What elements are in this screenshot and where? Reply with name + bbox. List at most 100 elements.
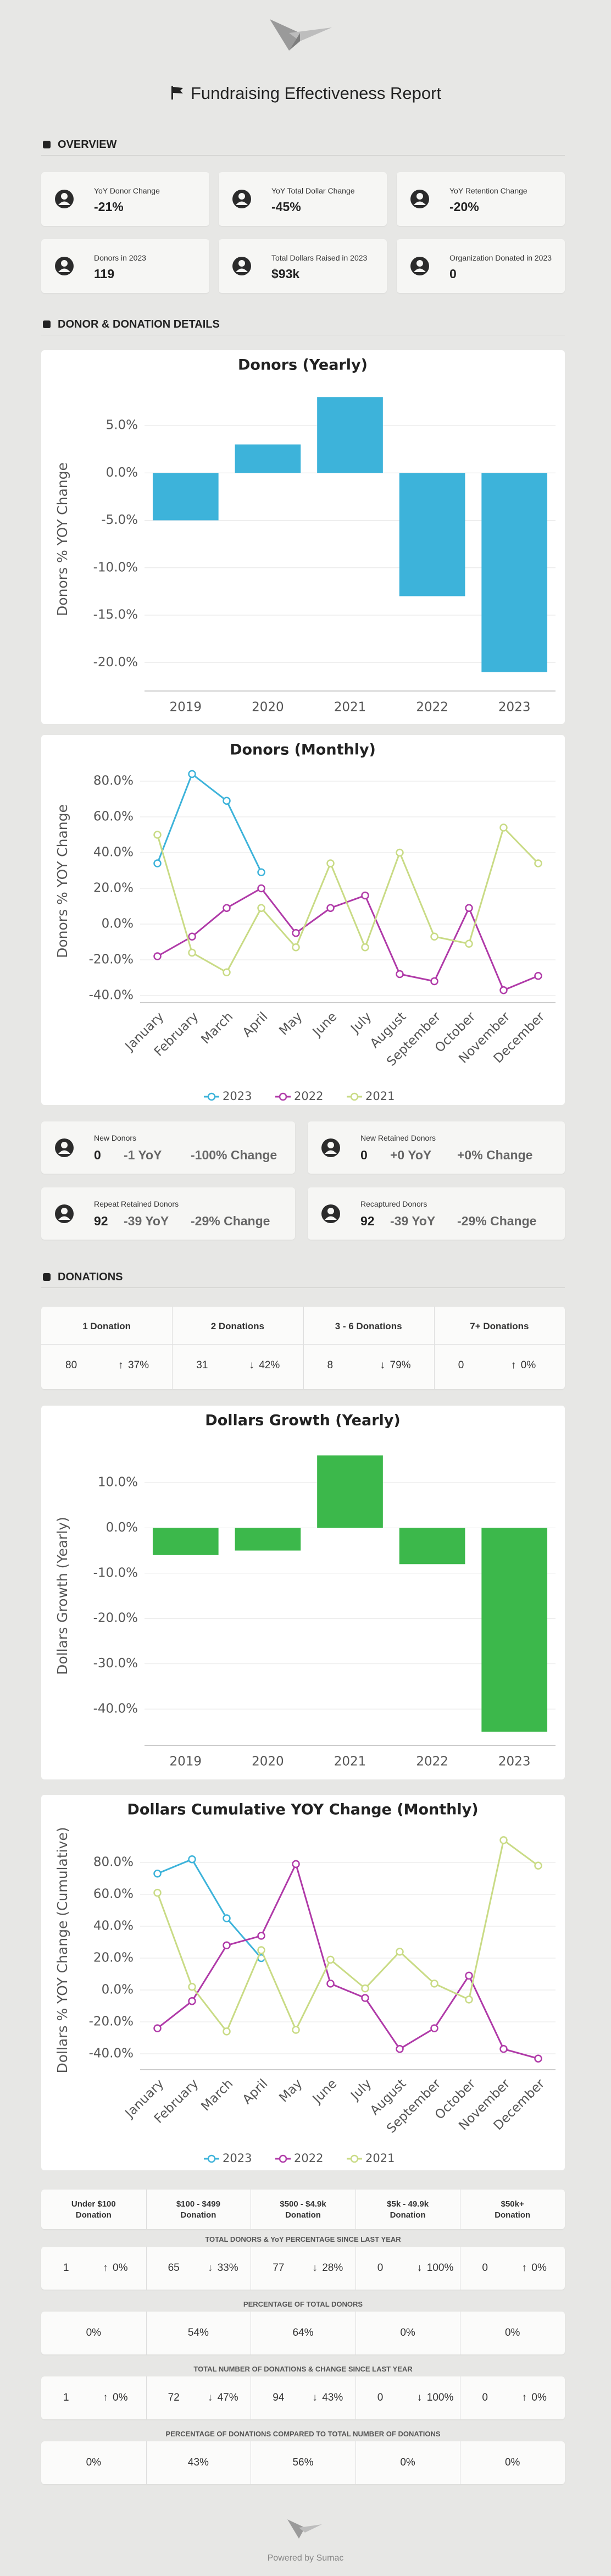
count: 80 bbox=[65, 1359, 77, 1371]
size-table-row: 0% 54% 64% 0% 0% bbox=[41, 2312, 565, 2354]
cell-value: 56% bbox=[292, 2457, 314, 2468]
card-icon bbox=[232, 190, 251, 208]
y-tick-label: 0.0% bbox=[102, 917, 134, 931]
cell-value: 0% bbox=[86, 2457, 102, 2468]
card-icon bbox=[321, 1204, 340, 1223]
overview-card: YoY Total Dollar Change -45% bbox=[219, 172, 387, 226]
icon-shape bbox=[61, 193, 68, 200]
legend-label: 2021 bbox=[365, 2152, 395, 2165]
card-icon bbox=[55, 1204, 74, 1223]
arrow: ↑ bbox=[103, 2392, 108, 2403]
column-header: Donation bbox=[390, 2210, 426, 2220]
point bbox=[153, 952, 162, 960]
card-label: Total Dollars Raised in 2023 bbox=[271, 253, 368, 262]
icon-shape bbox=[327, 1142, 334, 1148]
overview-card: Donors in 2023 119 bbox=[41, 239, 209, 293]
cell-value: 77 bbox=[273, 2262, 285, 2274]
change: 0% bbox=[531, 2392, 547, 2403]
cell-value: 0 bbox=[377, 2392, 384, 2403]
x-tick-label: 2021 bbox=[334, 700, 366, 715]
arrow: ↑ bbox=[103, 2262, 108, 2274]
bar bbox=[235, 444, 301, 473]
point bbox=[292, 929, 300, 937]
card-icon bbox=[410, 190, 429, 208]
legend-label: 2023 bbox=[223, 2152, 252, 2165]
icon-shape bbox=[58, 1150, 70, 1154]
x-tick-label: 2023 bbox=[498, 1755, 531, 1769]
arrow: ↑ bbox=[118, 1359, 124, 1371]
point bbox=[361, 891, 369, 900]
section-icon bbox=[43, 1273, 51, 1281]
card-yoy: -39 YoY bbox=[124, 1214, 169, 1228]
footer-text: Powered by Sumac bbox=[267, 2553, 344, 2563]
legend-label: 2023 bbox=[223, 1090, 252, 1103]
y-tick-label: -40.0% bbox=[89, 2047, 134, 2061]
icon-shape bbox=[61, 1142, 68, 1148]
change: 47% bbox=[217, 2392, 238, 2403]
section-title: OVERVIEW bbox=[58, 139, 117, 151]
overview-card: YoY Donor Change -21% bbox=[41, 172, 209, 226]
x-tick-label: 2022 bbox=[416, 700, 448, 715]
point bbox=[430, 1980, 438, 1988]
point bbox=[499, 986, 508, 994]
column-header: 3 - 6 Donations bbox=[335, 1321, 402, 1331]
change: 0% bbox=[113, 2392, 128, 2403]
footer-logo bbox=[287, 2519, 322, 2539]
icon-shape bbox=[416, 260, 423, 267]
arrow: ↓ bbox=[207, 2392, 213, 2403]
x-tick-label: March bbox=[198, 2076, 236, 2114]
detail-card: New Retained Donors 0 +0 YoY +0% Change bbox=[308, 1121, 565, 1174]
count: 8 bbox=[327, 1359, 334, 1371]
card-change: +0% Change bbox=[457, 1148, 533, 1162]
column-divider bbox=[303, 1307, 304, 1389]
card-value: 0 bbox=[360, 1148, 368, 1162]
bar bbox=[317, 397, 383, 473]
arrow: ↑ bbox=[521, 2262, 527, 2274]
divider bbox=[434, 1344, 565, 1345]
y-tick-label: -5.0% bbox=[101, 513, 138, 527]
chart-card: Dollars Growth (Yearly) Dollars Growth (Y… bbox=[41, 1406, 565, 1779]
chart: Dollars Cumulative YOY Change (Monthly) D… bbox=[54, 1801, 556, 2165]
y-tick-label: 80.0% bbox=[93, 1855, 134, 1870]
point bbox=[534, 859, 542, 867]
arrow: ↓ bbox=[416, 2262, 423, 2274]
card-value: 92 bbox=[94, 1214, 108, 1228]
cell-value: 0 bbox=[377, 2262, 384, 2274]
card-value: -21% bbox=[94, 200, 124, 214]
card-label: Organization Donated in 2023 bbox=[449, 253, 552, 262]
x-tick-label: 2020 bbox=[252, 700, 284, 715]
icon-shape bbox=[325, 1216, 337, 1220]
card-yoy: +0 YoY bbox=[390, 1148, 432, 1162]
card-value: $93k bbox=[271, 267, 300, 281]
icon-shape bbox=[414, 201, 426, 205]
bar bbox=[152, 1528, 219, 1555]
y-axis-label: Dollars Growth (Yearly) bbox=[54, 1517, 70, 1675]
section-icon bbox=[43, 320, 51, 328]
point bbox=[223, 2027, 231, 2036]
column-header: $5k - 49.9k bbox=[387, 2199, 429, 2209]
icon-shape bbox=[238, 193, 245, 200]
icon-shape bbox=[43, 1273, 51, 1281]
point bbox=[257, 1932, 265, 1940]
x-tick-label: 2020 bbox=[252, 1755, 284, 1769]
bar bbox=[399, 1528, 465, 1565]
icon-shape bbox=[58, 268, 70, 272]
card-label: YoY Donor Change bbox=[94, 186, 160, 195]
point bbox=[534, 1861, 542, 1870]
card-value: 119 bbox=[94, 267, 115, 281]
x-tick-label: 2019 bbox=[170, 1755, 202, 1769]
point bbox=[223, 1914, 231, 1922]
chart-title: Dollars Growth (Yearly) bbox=[205, 1412, 400, 1429]
donations-table: 1 Donation 80 ↑ 37% 2 Donations 31 ↓ 42% 3 - 6 D… bbox=[41, 1307, 565, 1389]
chart-card: Dollars Cumulative YOY Change (Monthly) D… bbox=[41, 1795, 565, 2170]
point bbox=[465, 904, 473, 912]
arrow: ↑ bbox=[510, 1359, 516, 1371]
point bbox=[188, 770, 196, 778]
legend-label: 2022 bbox=[294, 2152, 323, 2165]
y-tick-label: 80.0% bbox=[93, 774, 134, 788]
cell-value: 0% bbox=[86, 2327, 102, 2339]
point bbox=[326, 1955, 335, 1964]
point bbox=[153, 2024, 162, 2032]
cell-value: 1 bbox=[63, 2262, 69, 2274]
point bbox=[430, 932, 438, 941]
